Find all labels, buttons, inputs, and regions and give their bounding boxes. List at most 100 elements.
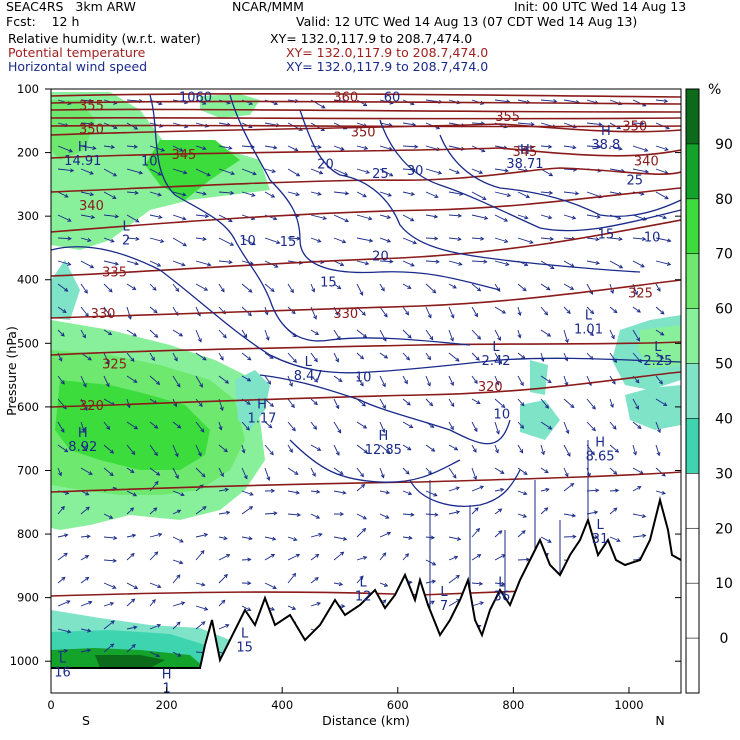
wind-arrow bbox=[402, 513, 414, 516]
wind-arrowhead bbox=[497, 336, 501, 341]
wind-arrow bbox=[195, 306, 201, 316]
field-rh-xy: XY= 132.0,117.9 to 208.7,474.0 bbox=[270, 31, 473, 46]
wind-arrow bbox=[425, 513, 438, 516]
extremum-type-label: L bbox=[440, 585, 448, 600]
wind-arrowhead bbox=[206, 172, 211, 177]
wind-arrowhead bbox=[611, 380, 616, 385]
wind-arrowhead bbox=[131, 644, 136, 649]
wind-arrowhead bbox=[455, 170, 461, 174]
wind-arrow bbox=[448, 556, 458, 561]
wind-arrowhead bbox=[335, 451, 340, 456]
wind-arrowhead bbox=[338, 582, 344, 587]
wind-arrowhead bbox=[453, 555, 459, 560]
field-wind-xy: XY= 132.0,117.9 to 208.7,474.0 bbox=[286, 59, 489, 74]
wind-arrowhead bbox=[382, 552, 387, 557]
wind-arrowhead bbox=[138, 170, 144, 175]
wind-arrowhead bbox=[382, 404, 386, 410]
wind-arrowhead bbox=[271, 169, 276, 174]
wind-arrowhead bbox=[82, 334, 86, 339]
wind-arrowhead bbox=[635, 379, 640, 384]
wind-arrow bbox=[103, 352, 110, 365]
wind-arrow bbox=[218, 554, 230, 561]
wind-arrow bbox=[172, 536, 184, 543]
wind-arrow bbox=[402, 536, 412, 539]
wind-arrowhead bbox=[228, 145, 233, 150]
wind-speed-contour bbox=[149, 94, 471, 346]
wind-arrowhead bbox=[248, 506, 254, 510]
wind-arrow bbox=[471, 421, 478, 432]
wind-arrowhead bbox=[522, 287, 527, 292]
wind-arrowhead bbox=[389, 172, 394, 177]
wind-arrow bbox=[80, 99, 93, 102]
wind-arrow bbox=[655, 444, 660, 456]
field-theta-name: Potential temperature bbox=[8, 45, 146, 60]
valid-label: Valid: 12 UTC Wed 14 Aug 13 (07 CDT Wed … bbox=[296, 14, 638, 29]
wind-arrowhead bbox=[67, 261, 72, 266]
wind-arrowhead bbox=[315, 553, 320, 558]
wind-arrowhead bbox=[66, 600, 71, 605]
wind-arrow bbox=[287, 168, 300, 177]
wind-arrowhead bbox=[154, 333, 159, 338]
wind-arrowhead bbox=[548, 190, 554, 195]
wind-arrowhead bbox=[202, 146, 207, 151]
wind-arrowhead bbox=[83, 289, 88, 294]
colorbar-label: 40 bbox=[715, 411, 733, 427]
wind-arrowhead bbox=[200, 428, 205, 433]
wind-arrowhead bbox=[450, 381, 454, 387]
wind-arrow bbox=[126, 283, 136, 290]
wind-arrow bbox=[586, 145, 601, 148]
wind-arrow bbox=[149, 481, 159, 492]
wind-arrowhead bbox=[289, 448, 293, 453]
wind-arrowhead bbox=[292, 358, 297, 364]
extremum-value-label: 14.91 bbox=[64, 154, 101, 169]
wind-arrow bbox=[333, 283, 341, 289]
wind-arrowhead bbox=[476, 287, 482, 292]
wind-arrow bbox=[310, 352, 318, 362]
wind-arrow bbox=[655, 99, 668, 102]
wind-arrowhead bbox=[290, 288, 294, 294]
theta-contour bbox=[51, 219, 681, 277]
wind-arrowhead bbox=[222, 334, 227, 339]
colorbar-label: 80 bbox=[715, 192, 733, 208]
wind-arrow bbox=[103, 602, 114, 607]
wind-speed-label: 10 bbox=[644, 231, 661, 246]
wind-arrowhead bbox=[160, 147, 166, 152]
extremum-value-label: 8.47 bbox=[294, 369, 323, 384]
wind-arrow bbox=[195, 605, 208, 611]
wind-arrowhead bbox=[478, 170, 484, 175]
y-tick-label: 800 bbox=[17, 527, 39, 541]
wind-arrow bbox=[609, 489, 619, 492]
wind-arrowhead bbox=[133, 379, 138, 383]
wind-arrow bbox=[402, 191, 415, 195]
wind-arrow bbox=[126, 467, 134, 473]
theta-label: 320 bbox=[478, 380, 503, 395]
wind-arrow bbox=[632, 122, 644, 125]
wind-arrow bbox=[57, 260, 71, 266]
colorbar-label: 60 bbox=[715, 302, 733, 318]
wind-arrowhead bbox=[181, 262, 186, 267]
wind-speed-label: 25 bbox=[372, 167, 389, 182]
wind-arrowhead bbox=[247, 607, 252, 611]
wind-arrow bbox=[655, 260, 671, 265]
wind-arrow bbox=[80, 535, 90, 538]
wind-arrow bbox=[149, 283, 157, 291]
wind-arrowhead bbox=[276, 240, 281, 245]
wind-arrow bbox=[80, 444, 88, 452]
wind-arrow bbox=[195, 506, 207, 515]
wind-arrow bbox=[356, 145, 368, 150]
wind-arrow bbox=[494, 260, 509, 266]
wind-arrowhead bbox=[251, 241, 256, 246]
contour-labels: 3553503453403353303253203303503553603503… bbox=[54, 91, 672, 697]
wind-arrow bbox=[218, 624, 229, 630]
wind-arrowhead bbox=[545, 487, 550, 492]
y-tick-label: 100 bbox=[17, 82, 39, 96]
wind-arrowhead bbox=[89, 170, 94, 175]
wind-arrowhead bbox=[315, 514, 321, 519]
extremum-type-label: L bbox=[596, 518, 604, 533]
wind-arrowhead bbox=[656, 287, 661, 292]
wind-arrow bbox=[57, 145, 73, 153]
wind-arrow bbox=[333, 536, 347, 540]
wind-arrow bbox=[264, 467, 270, 481]
wind-arrow bbox=[218, 145, 232, 149]
